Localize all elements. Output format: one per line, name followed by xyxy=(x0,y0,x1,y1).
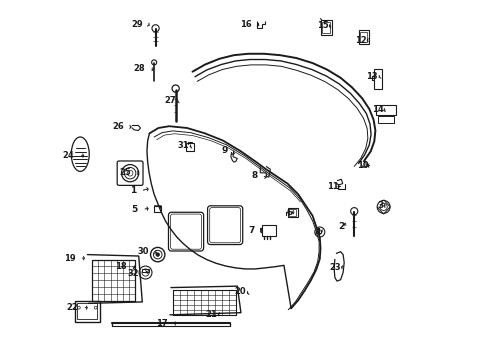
Text: 2: 2 xyxy=(337,222,344,231)
Bar xyxy=(376,105,395,116)
Text: 28: 28 xyxy=(133,64,144,73)
Bar xyxy=(92,260,135,301)
Bar xyxy=(358,30,368,44)
Text: 1: 1 xyxy=(130,186,136,195)
Bar xyxy=(172,291,235,315)
Text: 3: 3 xyxy=(377,201,383,210)
Bar xyxy=(377,116,394,123)
Text: 7: 7 xyxy=(247,226,254,235)
Text: 23: 23 xyxy=(328,264,340,273)
Text: 22: 22 xyxy=(66,303,78,312)
Circle shape xyxy=(156,253,159,256)
Text: 32: 32 xyxy=(127,269,139,278)
Text: 4: 4 xyxy=(313,228,320,237)
Bar xyxy=(288,209,296,216)
Text: 26: 26 xyxy=(112,122,123,131)
Text: 18: 18 xyxy=(114,262,126,271)
Bar xyxy=(142,269,149,272)
Text: 27: 27 xyxy=(164,96,176,105)
Text: 13: 13 xyxy=(365,72,376,81)
Bar xyxy=(287,208,298,217)
Bar xyxy=(359,32,366,42)
Text: 8: 8 xyxy=(251,171,257,180)
Text: 17: 17 xyxy=(156,319,167,328)
Text: 9: 9 xyxy=(221,146,227,155)
Text: 30: 30 xyxy=(138,247,149,256)
Bar xyxy=(75,301,100,322)
Bar xyxy=(320,21,331,36)
Text: 14: 14 xyxy=(371,105,383,114)
Bar xyxy=(77,303,97,319)
Text: 10: 10 xyxy=(356,161,367,170)
Bar xyxy=(373,69,382,89)
Text: 29: 29 xyxy=(131,19,142,28)
Text: 20: 20 xyxy=(234,287,246,296)
Text: 25: 25 xyxy=(120,168,131,177)
Text: 15: 15 xyxy=(317,21,328,30)
Bar xyxy=(154,206,161,212)
Text: 19: 19 xyxy=(63,254,75,263)
Text: 31: 31 xyxy=(177,141,189,150)
Text: 6: 6 xyxy=(285,208,292,217)
Bar xyxy=(321,22,329,33)
Text: 16: 16 xyxy=(240,19,251,28)
Text: 12: 12 xyxy=(354,36,366,45)
Text: 24: 24 xyxy=(62,151,74,160)
Text: 11: 11 xyxy=(327,182,339,191)
Bar xyxy=(262,225,276,236)
Text: 5: 5 xyxy=(131,205,138,214)
Bar xyxy=(186,143,194,150)
Text: 21: 21 xyxy=(205,310,217,319)
